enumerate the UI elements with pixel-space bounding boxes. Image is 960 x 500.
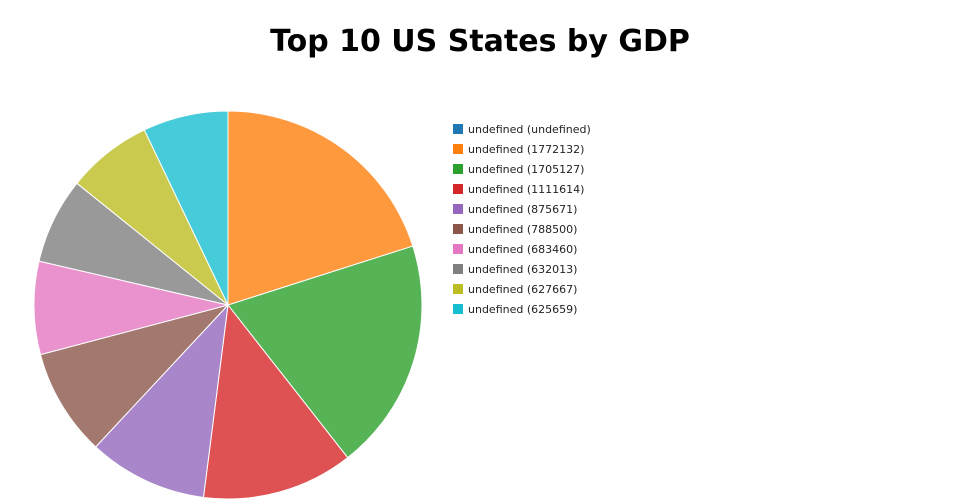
- legend-label: undefined (632013): [468, 262, 578, 276]
- legend: undefined (undefined) undefined (1772132)…: [453, 119, 591, 319]
- legend-item-6: undefined (683460): [453, 239, 591, 259]
- legend-item-2: undefined (1705127): [453, 159, 591, 179]
- legend-swatch: [453, 264, 463, 274]
- chart-title: Top 10 US States by GDP: [270, 24, 690, 59]
- legend-label: undefined (875671): [468, 202, 578, 216]
- pie-slice-6: [33, 260, 229, 356]
- legend-item-4: undefined (875671): [453, 199, 591, 219]
- legend-swatch: [453, 184, 463, 194]
- legend-item-9: undefined (625659): [453, 299, 591, 319]
- legend-item-1: undefined (1772132): [453, 139, 591, 159]
- pie-slice-2: [227, 245, 423, 459]
- pie-slice-5: [39, 304, 230, 448]
- legend-label: undefined (undefined): [468, 122, 591, 136]
- legend-label: undefined (788500): [468, 222, 578, 236]
- legend-swatch: [453, 284, 463, 294]
- legend-swatch: [453, 144, 463, 154]
- pie-slice-1: [227, 110, 414, 306]
- legend-item-0: undefined (undefined): [453, 119, 591, 139]
- legend-label: undefined (683460): [468, 242, 578, 256]
- legend-swatch: [453, 124, 463, 134]
- legend-label: undefined (1111614): [468, 182, 585, 196]
- legend-swatch: [453, 304, 463, 314]
- legend-item-5: undefined (788500): [453, 219, 591, 239]
- pie-slice-9: [143, 110, 229, 306]
- pie-slice-4: [94, 303, 229, 498]
- legend-item-3: undefined (1111614): [453, 179, 591, 199]
- legend-swatch: [453, 204, 463, 214]
- legend-label: undefined (1705127): [468, 162, 585, 176]
- legend-item-7: undefined (632013): [453, 259, 591, 279]
- legend-swatch: [453, 244, 463, 254]
- legend-label: undefined (627667): [468, 282, 578, 296]
- legend-item-8: undefined (627667): [453, 279, 591, 299]
- legend-label: undefined (625659): [468, 302, 578, 316]
- legend-swatch: [453, 224, 463, 234]
- legend-swatch: [453, 164, 463, 174]
- pie-slice-3: [202, 303, 349, 500]
- legend-label: undefined (1772132): [468, 142, 585, 156]
